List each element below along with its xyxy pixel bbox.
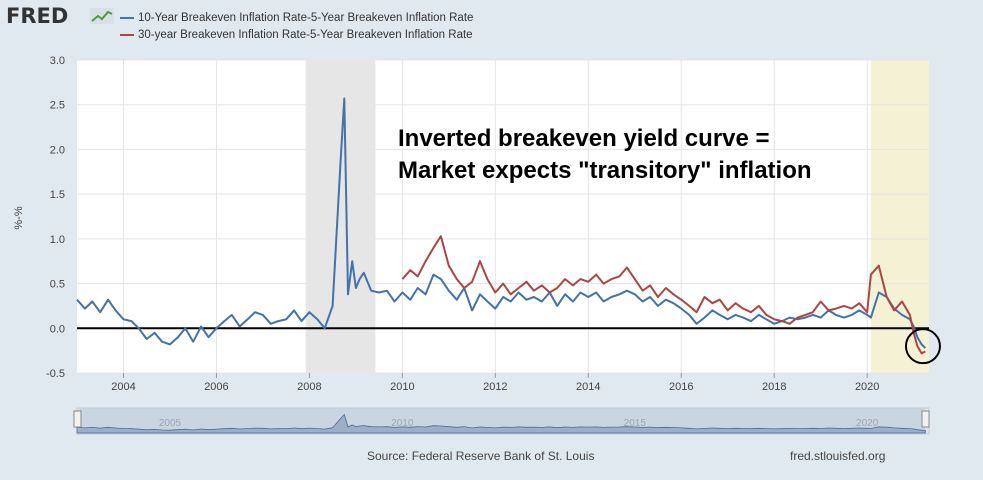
y-tick-label: 1.0 [50, 234, 65, 246]
source-label: Source: Federal Reserve Bank of St. Loui… [367, 449, 595, 463]
x-tick-label: 2012 [483, 381, 507, 393]
y-tick-label: -0.5 [46, 368, 65, 380]
series-line-30yr [401, 235, 926, 355]
navigator-tick-label: 2005 [159, 418, 182, 429]
y-tick-label: 0.5 [50, 279, 65, 291]
y-axis-label: %-% [13, 206, 25, 229]
x-tick-label: 2010 [390, 381, 414, 393]
x-tick-label: 2008 [297, 381, 321, 393]
y-tick-label: 1.5 [50, 189, 65, 201]
legend-item-10yr[interactable]: 10-Year Breakeven Inflation Rate-5-Year … [120, 9, 473, 26]
annotation-text: Inverted breakeven yield curve = Market … [398, 123, 812, 187]
plot-background [77, 60, 929, 373]
y-tick-label: 2.5 [50, 100, 65, 112]
navigator-left-handle[interactable] [73, 410, 82, 428]
legend-label-30yr: 30-year Breakeven Inflation Rate-5-Year … [138, 28, 473, 41]
navigator-series [76, 413, 926, 434]
chart-line-icon [90, 8, 114, 24]
site-link[interactable]: fred.stlouisfed.org [790, 449, 886, 463]
fred-logo[interactable]: FRED [6, 4, 69, 28]
x-tick-label: 2014 [576, 381, 600, 393]
x-tick-label: 2004 [111, 381, 135, 393]
navigator-tick-label: 2020 [856, 418, 879, 429]
x-tick-label: 2006 [204, 381, 228, 393]
annotation-line-1: Inverted breakeven yield curve = [398, 125, 770, 152]
legend: 10-Year Breakeven Inflation Rate-5-Year … [120, 9, 473, 43]
legend-swatch-30yr [120, 33, 134, 36]
legend-swatch-10yr [120, 16, 134, 19]
x-tick-label: 2018 [762, 381, 786, 393]
navigator-tick-label: 2015 [624, 418, 647, 429]
navigator-tick-label: 2010 [391, 418, 414, 429]
x-tick-label: 2016 [669, 381, 693, 393]
x-tick-label: 2020 [855, 381, 879, 393]
annotation-line-2: Market expects "transitory" inflation [398, 157, 812, 184]
legend-item-30yr[interactable]: 30-year Breakeven Inflation Rate-5-Year … [120, 26, 473, 43]
highlight-region [870, 60, 929, 373]
recession-band [305, 60, 376, 373]
y-tick-label: 3.0 [50, 55, 65, 67]
y-tick-label: 2.0 [50, 144, 65, 156]
y-tick-label: 0.0 [50, 323, 65, 335]
highlight-circle [904, 328, 941, 365]
navigator-right-handle[interactable] [921, 410, 930, 428]
legend-label-10yr: 10-Year Breakeven Inflation Rate-5-Year … [138, 11, 474, 24]
